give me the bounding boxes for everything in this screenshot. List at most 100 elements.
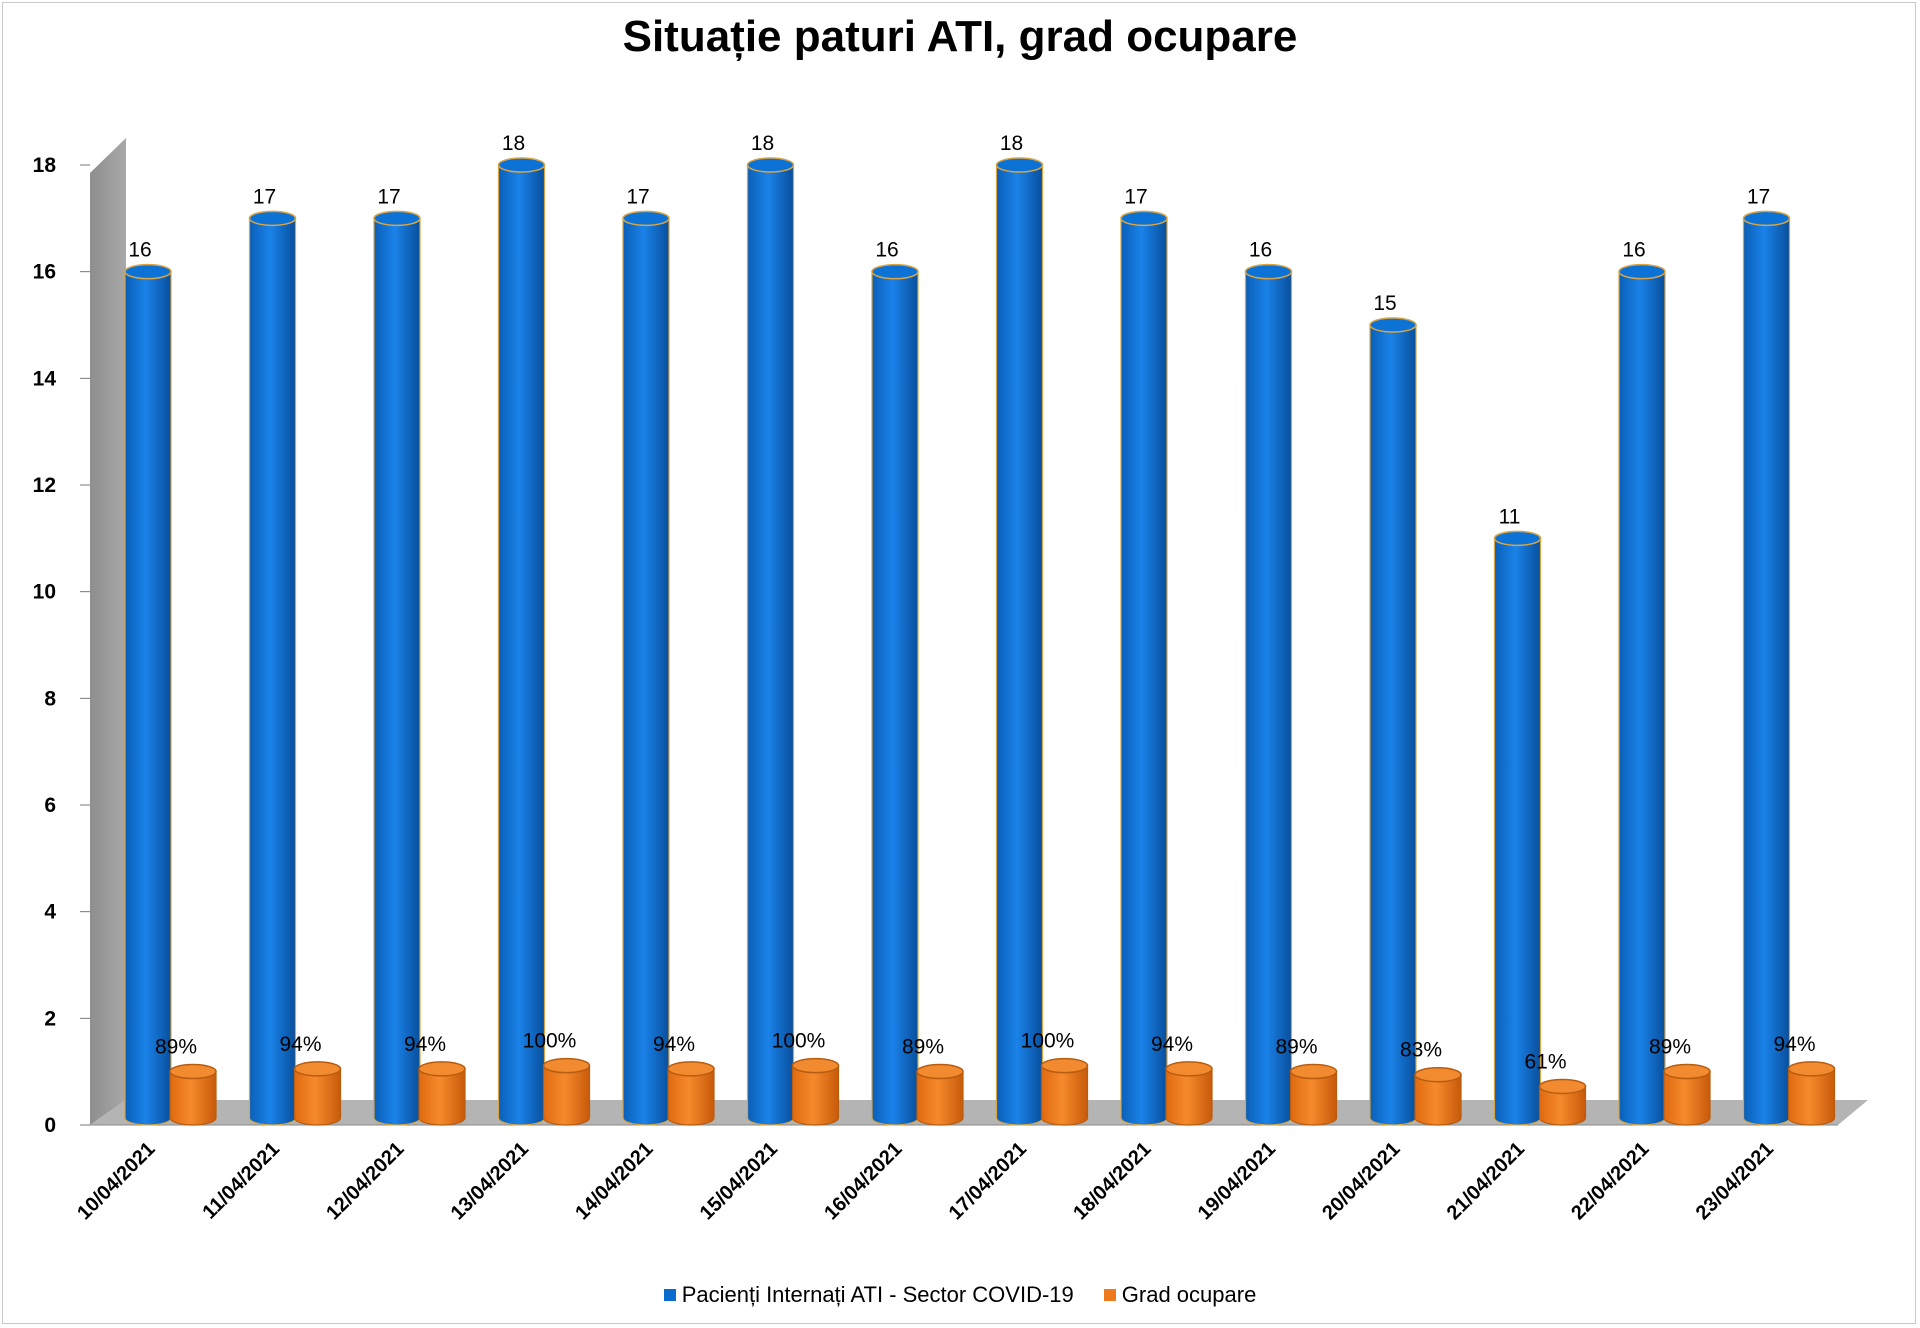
bar-occupancy [542, 1057, 591, 1126]
bar-patients-top [871, 263, 919, 280]
bar-patients-body [373, 217, 421, 1126]
x-tick-label: 21/04/2021 [1443, 1138, 1529, 1224]
data-label-patients: 16 [1249, 239, 1272, 262]
bar-patients-body [746, 164, 795, 1126]
bar-patients-top [248, 210, 297, 227]
bar-occupancy [916, 1063, 964, 1126]
bar-occupancy-top [1414, 1066, 1462, 1083]
bar-patients [1618, 263, 1666, 1126]
bar-occupancy-body [1787, 1068, 1836, 1126]
bar-occupancy-body [542, 1065, 591, 1126]
bar-patients-body [1120, 217, 1168, 1126]
legend-item-occupancy: Grad ocupare [1103, 1282, 1257, 1308]
bar-occupancy-top [293, 1061, 342, 1077]
bar-occupancy-body [791, 1065, 840, 1126]
bar-patients-body [871, 271, 919, 1126]
bar-occupancy-body [1289, 1070, 1338, 1126]
data-label-occupancy: 89% [1275, 1036, 1317, 1059]
y-tick-label: 4 [44, 901, 56, 924]
bar-occupancy-top [1289, 1063, 1338, 1080]
bar-occupancy-top [667, 1061, 715, 1077]
data-label-patients: 16 [128, 239, 151, 262]
y-tick-label: 18 [33, 154, 57, 177]
bar-occupancy [667, 1061, 715, 1126]
data-label-patients: 17 [377, 185, 400, 208]
bar-patients-body [1244, 271, 1293, 1126]
bar-patients-top [124, 263, 172, 280]
bar-occupancy-top [791, 1057, 840, 1074]
bar-occupancy-body [1663, 1070, 1711, 1126]
x-tick-label: 11/04/2021 [198, 1138, 284, 1224]
y-tick-label: 12 [33, 474, 56, 497]
data-label-patients: 18 [751, 132, 774, 155]
bar-occupancy [1538, 1078, 1587, 1126]
data-label-occupancy: 89% [1649, 1036, 1691, 1059]
chart-legend: Pacienți Internați ATI - Sector COVID-19… [0, 1282, 1920, 1308]
bar-patients-top [1742, 210, 1791, 227]
bar-patients-top [1493, 530, 1542, 547]
bar-occupancy-body [293, 1068, 342, 1126]
data-label-occupancy: 100% [523, 1030, 577, 1053]
bar-occupancy-top [1787, 1061, 1836, 1077]
data-label-patients: 16 [875, 239, 898, 262]
data-label-occupancy: 89% [155, 1036, 197, 1059]
legend-item-patients: Pacienți Internați ATI - Sector COVID-19 [663, 1282, 1074, 1308]
y-tick-label: 10 [33, 581, 56, 604]
bar-patients [124, 263, 172, 1126]
y-tick-label: 8 [44, 687, 56, 710]
bar-patients-body [1369, 324, 1417, 1126]
bar-occupancy-top [1040, 1057, 1089, 1074]
bar-occupancy-body [667, 1068, 715, 1126]
x-tick-label: 22/04/2021 [1567, 1138, 1653, 1224]
bar-occupancy-body [418, 1068, 466, 1126]
bar-occupancy-body [1165, 1068, 1213, 1126]
bar-occupancy [293, 1061, 342, 1126]
bar-occupancy-top [1538, 1078, 1587, 1095]
bar-patients-body [497, 164, 546, 1126]
data-label-patients: 16 [1622, 239, 1645, 262]
data-label-patients: 17 [1747, 185, 1770, 208]
legend-label-occupancy: Grad ocupare [1121, 1282, 1257, 1307]
bar-patients-top [622, 210, 670, 227]
y-tick-label: 0 [44, 1114, 56, 1137]
bar-patients [248, 210, 297, 1126]
bar-patients-top [1244, 263, 1293, 280]
bar-patients [1120, 210, 1168, 1126]
legend-swatch-occupancy [1103, 1289, 1116, 1301]
data-label-occupancy: 100% [1021, 1030, 1075, 1053]
bar-occupancy-body [1414, 1074, 1462, 1126]
y-tick-label: 14 [33, 367, 57, 390]
bar-occupancy-body [169, 1070, 217, 1126]
bar-occupancy [1289, 1063, 1338, 1126]
legend-label-patients: Pacienți Internați ATI - Sector COVID-19 [681, 1282, 1074, 1307]
bar-occupancy-top [916, 1063, 964, 1080]
legend-swatch-patients [663, 1289, 676, 1301]
bar-patients [995, 157, 1044, 1126]
bar-occupancy-body [1538, 1085, 1587, 1126]
bar-occupancy-top [1663, 1063, 1711, 1080]
bar-patients [1493, 530, 1542, 1126]
x-tick-label: 23/04/2021 [1692, 1138, 1778, 1224]
bar-patients [746, 157, 795, 1126]
x-tick-label: 14/04/2021 [571, 1138, 657, 1224]
bar-patients [622, 210, 670, 1126]
data-label-patients: 17 [253, 185, 276, 208]
chart-floor [90, 1100, 1868, 1125]
chart-title: Situație paturi ATI, grad ocupare [622, 12, 1298, 61]
data-label-occupancy: 94% [653, 1033, 695, 1056]
x-tick-label: 15/04/2021 [696, 1138, 782, 1224]
x-tick-label: 20/04/2021 [1318, 1138, 1404, 1224]
bar-patients-body [124, 271, 172, 1126]
data-label-occupancy: 94% [1151, 1033, 1193, 1056]
data-label-patients: 17 [626, 185, 649, 208]
bar-patients [373, 210, 421, 1126]
bar-occupancy [1663, 1063, 1711, 1126]
data-label-patients: 17 [1124, 185, 1147, 208]
x-tick-label: 10/04/2021 [73, 1138, 159, 1224]
x-tick-label: 13/04/2021 [447, 1138, 533, 1224]
bar-occupancy [1414, 1066, 1462, 1126]
bar-occupancy [791, 1057, 840, 1126]
bar-patients-top [1120, 210, 1168, 227]
bar-patients-body [1493, 537, 1542, 1126]
